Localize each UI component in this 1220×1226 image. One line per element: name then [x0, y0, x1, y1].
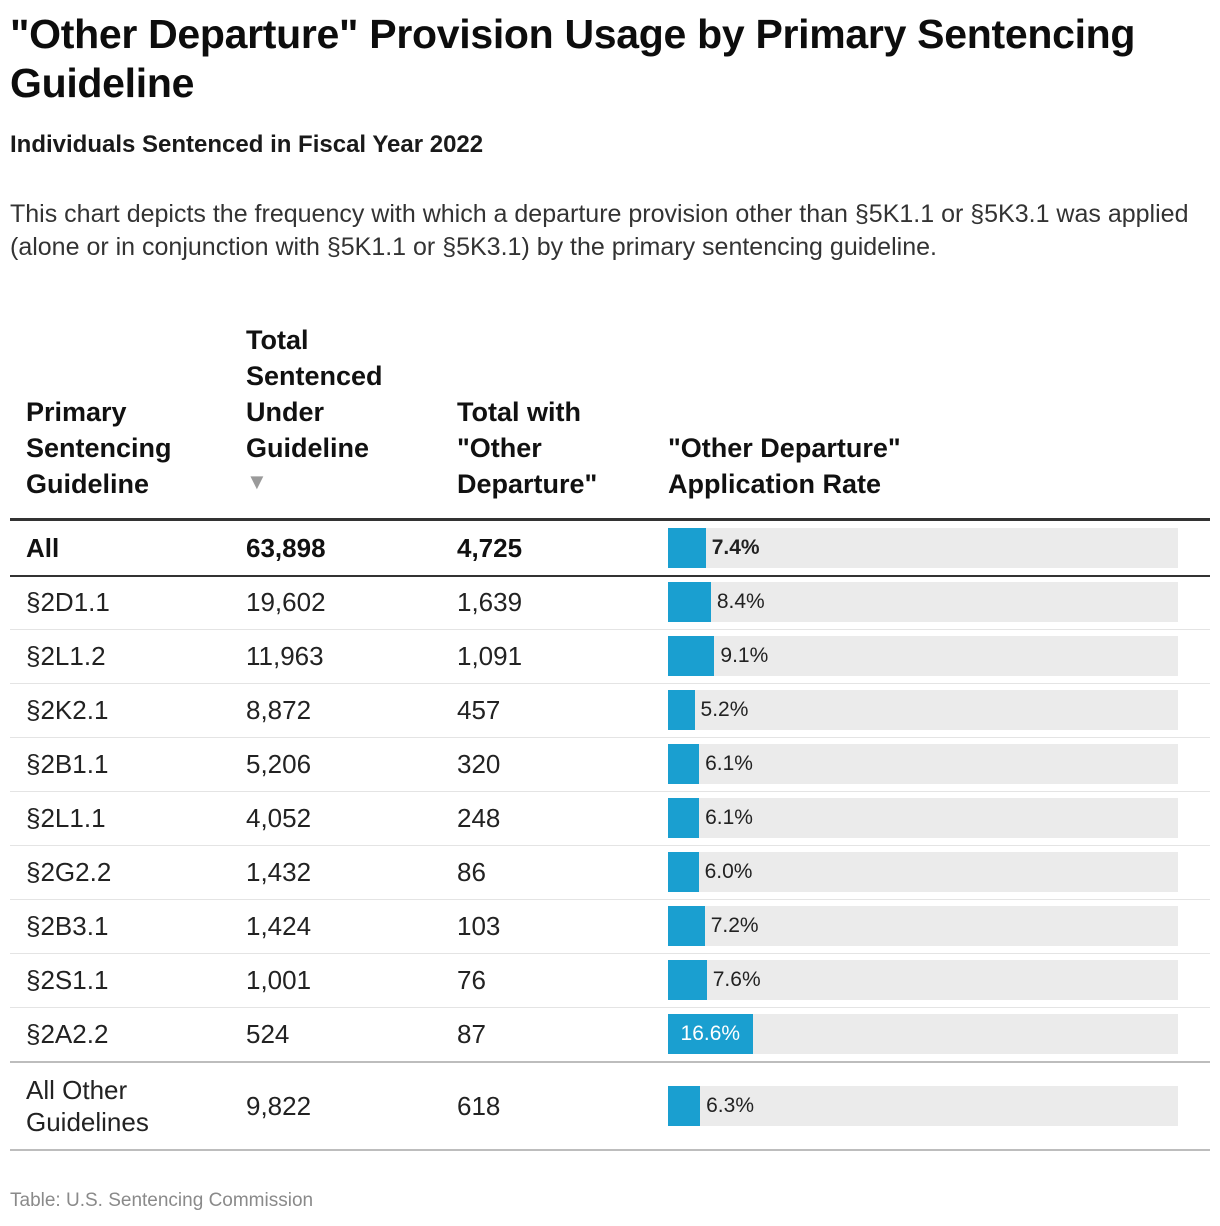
cell-other: 457 [457, 694, 501, 725]
cell-guideline: All Other Guidelines [26, 1075, 149, 1137]
cell-guideline: §2L1.1 [26, 803, 106, 833]
rate-bar [668, 906, 705, 946]
cell-guideline: §2L1.2 [26, 641, 106, 671]
rate-bar-track: 8.4% [668, 582, 1178, 622]
rate-bar [668, 960, 707, 1000]
rate-bar [668, 1086, 701, 1126]
rate-label: 7.2% [710, 914, 759, 937]
chart-subtitle: Individuals Sentenced in Fiscal Year 202… [10, 131, 484, 158]
table-row: §2S1.1 1,001 76 7.6% [10, 953, 1210, 1008]
table-row: §2L1.2 11,963 1,091 9.1% [10, 629, 1210, 684]
table-row: §2B1.1 5,206 320 6.1% [10, 737, 1210, 792]
table-row: §2D1.1 19,602 1,639 8.4% [10, 575, 1210, 630]
chart-description: This chart depicts the frequency with wh… [10, 200, 1189, 261]
rate-label: 6.0% [704, 860, 753, 883]
cell-total: 11,963 [246, 640, 324, 671]
column-header-rate[interactable]: "Other Departure" Application Rate [668, 430, 948, 502]
rate-label: 7.6% [712, 968, 761, 991]
cell-guideline: §2B3.1 [26, 911, 109, 941]
column-header-total[interactable]: Total Sentenced Under Guideline ▼ [246, 322, 446, 496]
column-header-total-label: Total Sentenced Under Guideline [246, 325, 383, 463]
column-header-rate-label: "Other Departure" Application Rate [668, 433, 901, 499]
rate-bar-track: 7.2% [668, 906, 1178, 946]
header-rule [10, 518, 1210, 521]
chart-title: "Other Departure" Provision Usage by Pri… [10, 11, 1136, 106]
rate-label: 7.4% [711, 536, 760, 559]
cell-guideline: §2K2.1 [26, 695, 109, 725]
cell-other: 1,091 [457, 640, 523, 671]
cell-other: 86 [457, 856, 486, 887]
column-header-other[interactable]: Total with "Other Departure" [457, 394, 657, 502]
source-note: Table: U.S. Sentencing Commission [10, 1190, 314, 1211]
cell-guideline: §2A2.2 [26, 1019, 109, 1049]
rate-bar [668, 744, 700, 784]
rate-label: 9.1% [720, 644, 769, 667]
rate-label: 6.1% [705, 806, 753, 829]
cell-other: 248 [457, 802, 501, 833]
rate-bar [668, 798, 700, 838]
table-row: §2K2.1 8,872 457 5.2% [10, 683, 1210, 738]
rate-bar-track: 6.1% [668, 744, 1178, 784]
rate-label: 16.6% [680, 1022, 741, 1045]
table-row: All 63,898 4,725 7.4% [10, 521, 1210, 577]
cell-total: 4,052 [246, 802, 312, 833]
cell-guideline: §2D1.1 [26, 587, 110, 617]
rate-bar-track: 16.6% [668, 1014, 1178, 1054]
cell-guideline: §2S1.1 [26, 965, 109, 995]
cell-total: 1,001 [246, 964, 312, 995]
rate-bar-track: 5.2% [668, 690, 1178, 730]
rate-bar [668, 690, 695, 730]
column-header-guideline[interactable]: Primary Sentencing Guideline [26, 394, 226, 502]
cell-total: 9,822 [246, 1090, 312, 1121]
rate-label: 6.1% [705, 752, 753, 775]
table-row: §2L1.1 4,052 248 6.1% [10, 791, 1210, 846]
rate-label: 6.3% [706, 1094, 754, 1117]
cell-total: 63,898 [246, 532, 326, 563]
rate-bar [668, 636, 715, 676]
rate-bar-track: 6.1% [668, 798, 1178, 838]
cell-total: 1,424 [246, 910, 312, 941]
cell-other: 87 [457, 1018, 486, 1049]
rate-bar [668, 582, 711, 622]
rate-bar-track: 6.0% [668, 852, 1178, 892]
rate-bar-track: 6.3% [668, 1086, 1178, 1126]
cell-total: 5,206 [246, 748, 312, 779]
column-header-other-label: Total with "Other Departure" [457, 397, 598, 499]
cell-other: 618 [457, 1090, 501, 1121]
cell-other: 103 [457, 910, 501, 941]
rate-bar [668, 852, 699, 892]
cell-other: 76 [457, 964, 486, 995]
cell-other: 320 [457, 748, 501, 779]
cell-other: 1,639 [457, 586, 523, 617]
rate-bar [668, 528, 706, 568]
table-row: §2B3.1 1,424 103 7.2% [10, 899, 1210, 954]
table-row: §2G2.2 1,432 86 6.0% [10, 845, 1210, 900]
cell-guideline: All [26, 533, 60, 563]
cell-guideline: §2G2.2 [26, 857, 112, 887]
cell-total: 8,872 [246, 694, 312, 725]
sort-descending-icon: ▼ [246, 469, 268, 494]
rate-label: 8.4% [716, 590, 765, 613]
rate-bar-track: 9.1% [668, 636, 1178, 676]
rate-label: 5.2% [700, 698, 749, 721]
cell-total: 524 [246, 1018, 290, 1049]
rate-bar-track: 7.4% [668, 528, 1178, 568]
cell-total: 19,602 [246, 586, 326, 617]
cell-guideline: §2B1.1 [26, 749, 109, 779]
cell-other: 4,725 [457, 532, 523, 563]
cell-total: 1,432 [246, 856, 312, 887]
rate-bar [668, 1014, 753, 1054]
column-header-guideline-label: Primary Sentencing Guideline [26, 397, 172, 499]
rate-bar-track: 7.6% [668, 960, 1178, 1000]
table-row: §2A2.2 524 87 16.6% [10, 1007, 1210, 1063]
table-row: All Other Guidelines 9,822 618 6.3% [10, 1063, 1210, 1151]
